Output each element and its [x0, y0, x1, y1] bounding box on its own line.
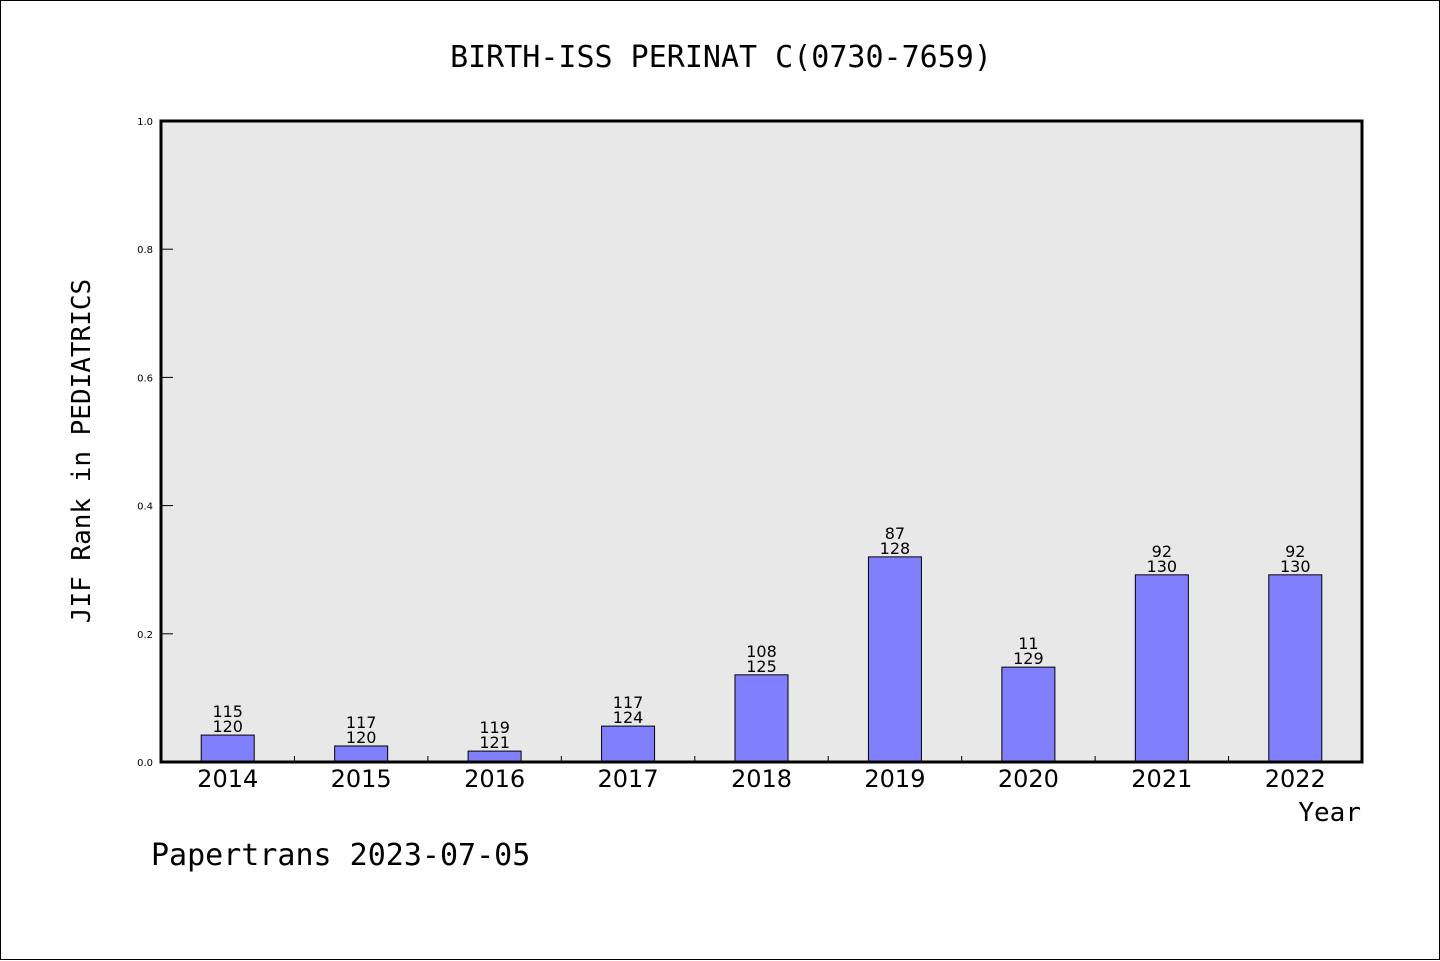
bar-total-label: 124	[613, 708, 644, 727]
y-tick-label: 0.4	[137, 502, 153, 513]
bar-2014	[200, 734, 255, 763]
bars-group	[200, 556, 1323, 763]
bar-2016	[467, 750, 522, 763]
bar-rank-label: 87	[885, 524, 905, 543]
x-tick-label: 2014	[197, 765, 258, 793]
x-tick-label: 2016	[464, 765, 525, 793]
bar-total-label: 130	[1147, 557, 1178, 576]
x-tick-label: 2017	[598, 765, 659, 793]
bar-total-label: 128	[880, 539, 911, 558]
bar-2022	[1268, 574, 1323, 763]
bar-rank-label: 108	[746, 642, 777, 661]
x-tick-label: 2021	[1131, 765, 1192, 793]
x-tick-label: 2015	[331, 765, 392, 793]
bar-2017	[601, 725, 656, 763]
bar-2019	[867, 556, 922, 763]
bar-total-label: 130	[1280, 557, 1311, 576]
bar-2018	[734, 674, 789, 763]
bar-total-label: 121	[479, 733, 510, 752]
y-tick-label: 0.2	[137, 630, 153, 641]
bar-rank-label: 117	[346, 713, 377, 732]
x-tick-label: 2022	[1265, 765, 1326, 793]
bar-rank-label: 117	[613, 693, 644, 712]
bar-2021	[1134, 574, 1189, 763]
x-axis-title: Year	[1298, 798, 1361, 828]
plot-border	[159, 119, 1364, 764]
y-tick-label: 0.6	[137, 373, 153, 384]
y-tick-label: 0.0	[137, 758, 153, 769]
bar-rank-label: 92	[1285, 542, 1305, 561]
bar-2015	[334, 745, 389, 763]
x-tick-label: 2020	[998, 765, 1059, 793]
bar-rank-label: 119	[479, 718, 510, 737]
bar-total-label: 120	[212, 717, 243, 736]
y-tick-label: 1.0	[137, 117, 153, 128]
bar-total-label: 120	[346, 728, 377, 747]
x-tick-label: 2018	[731, 765, 792, 793]
x-tick-label: 2019	[864, 765, 925, 793]
bar-total-label: 125	[746, 657, 777, 676]
bar-rank-label: 115	[212, 702, 243, 721]
x-axis: 2014 2015 2016 2017 2018 2019 2020 2021 2022	[197, 756, 1326, 793]
bar-total-label: 129	[1013, 649, 1044, 668]
y-tick-label: 0.8	[137, 245, 153, 256]
y-axis-title: JIF Rank in PEDIATRICS	[67, 279, 97, 623]
footer-text: Papertrans 2023-07-05	[151, 838, 530, 873]
chart-title: BIRTH-ISS PERINAT C(0730-7659)	[450, 40, 992, 75]
bar-2020	[1001, 666, 1056, 763]
bar-rank-label: 92	[1152, 542, 1172, 561]
bar-rank-label: 11	[1018, 634, 1038, 653]
y-axis: 0.0 0.2 0.4 0.6 0.8 1.0	[137, 117, 173, 769]
